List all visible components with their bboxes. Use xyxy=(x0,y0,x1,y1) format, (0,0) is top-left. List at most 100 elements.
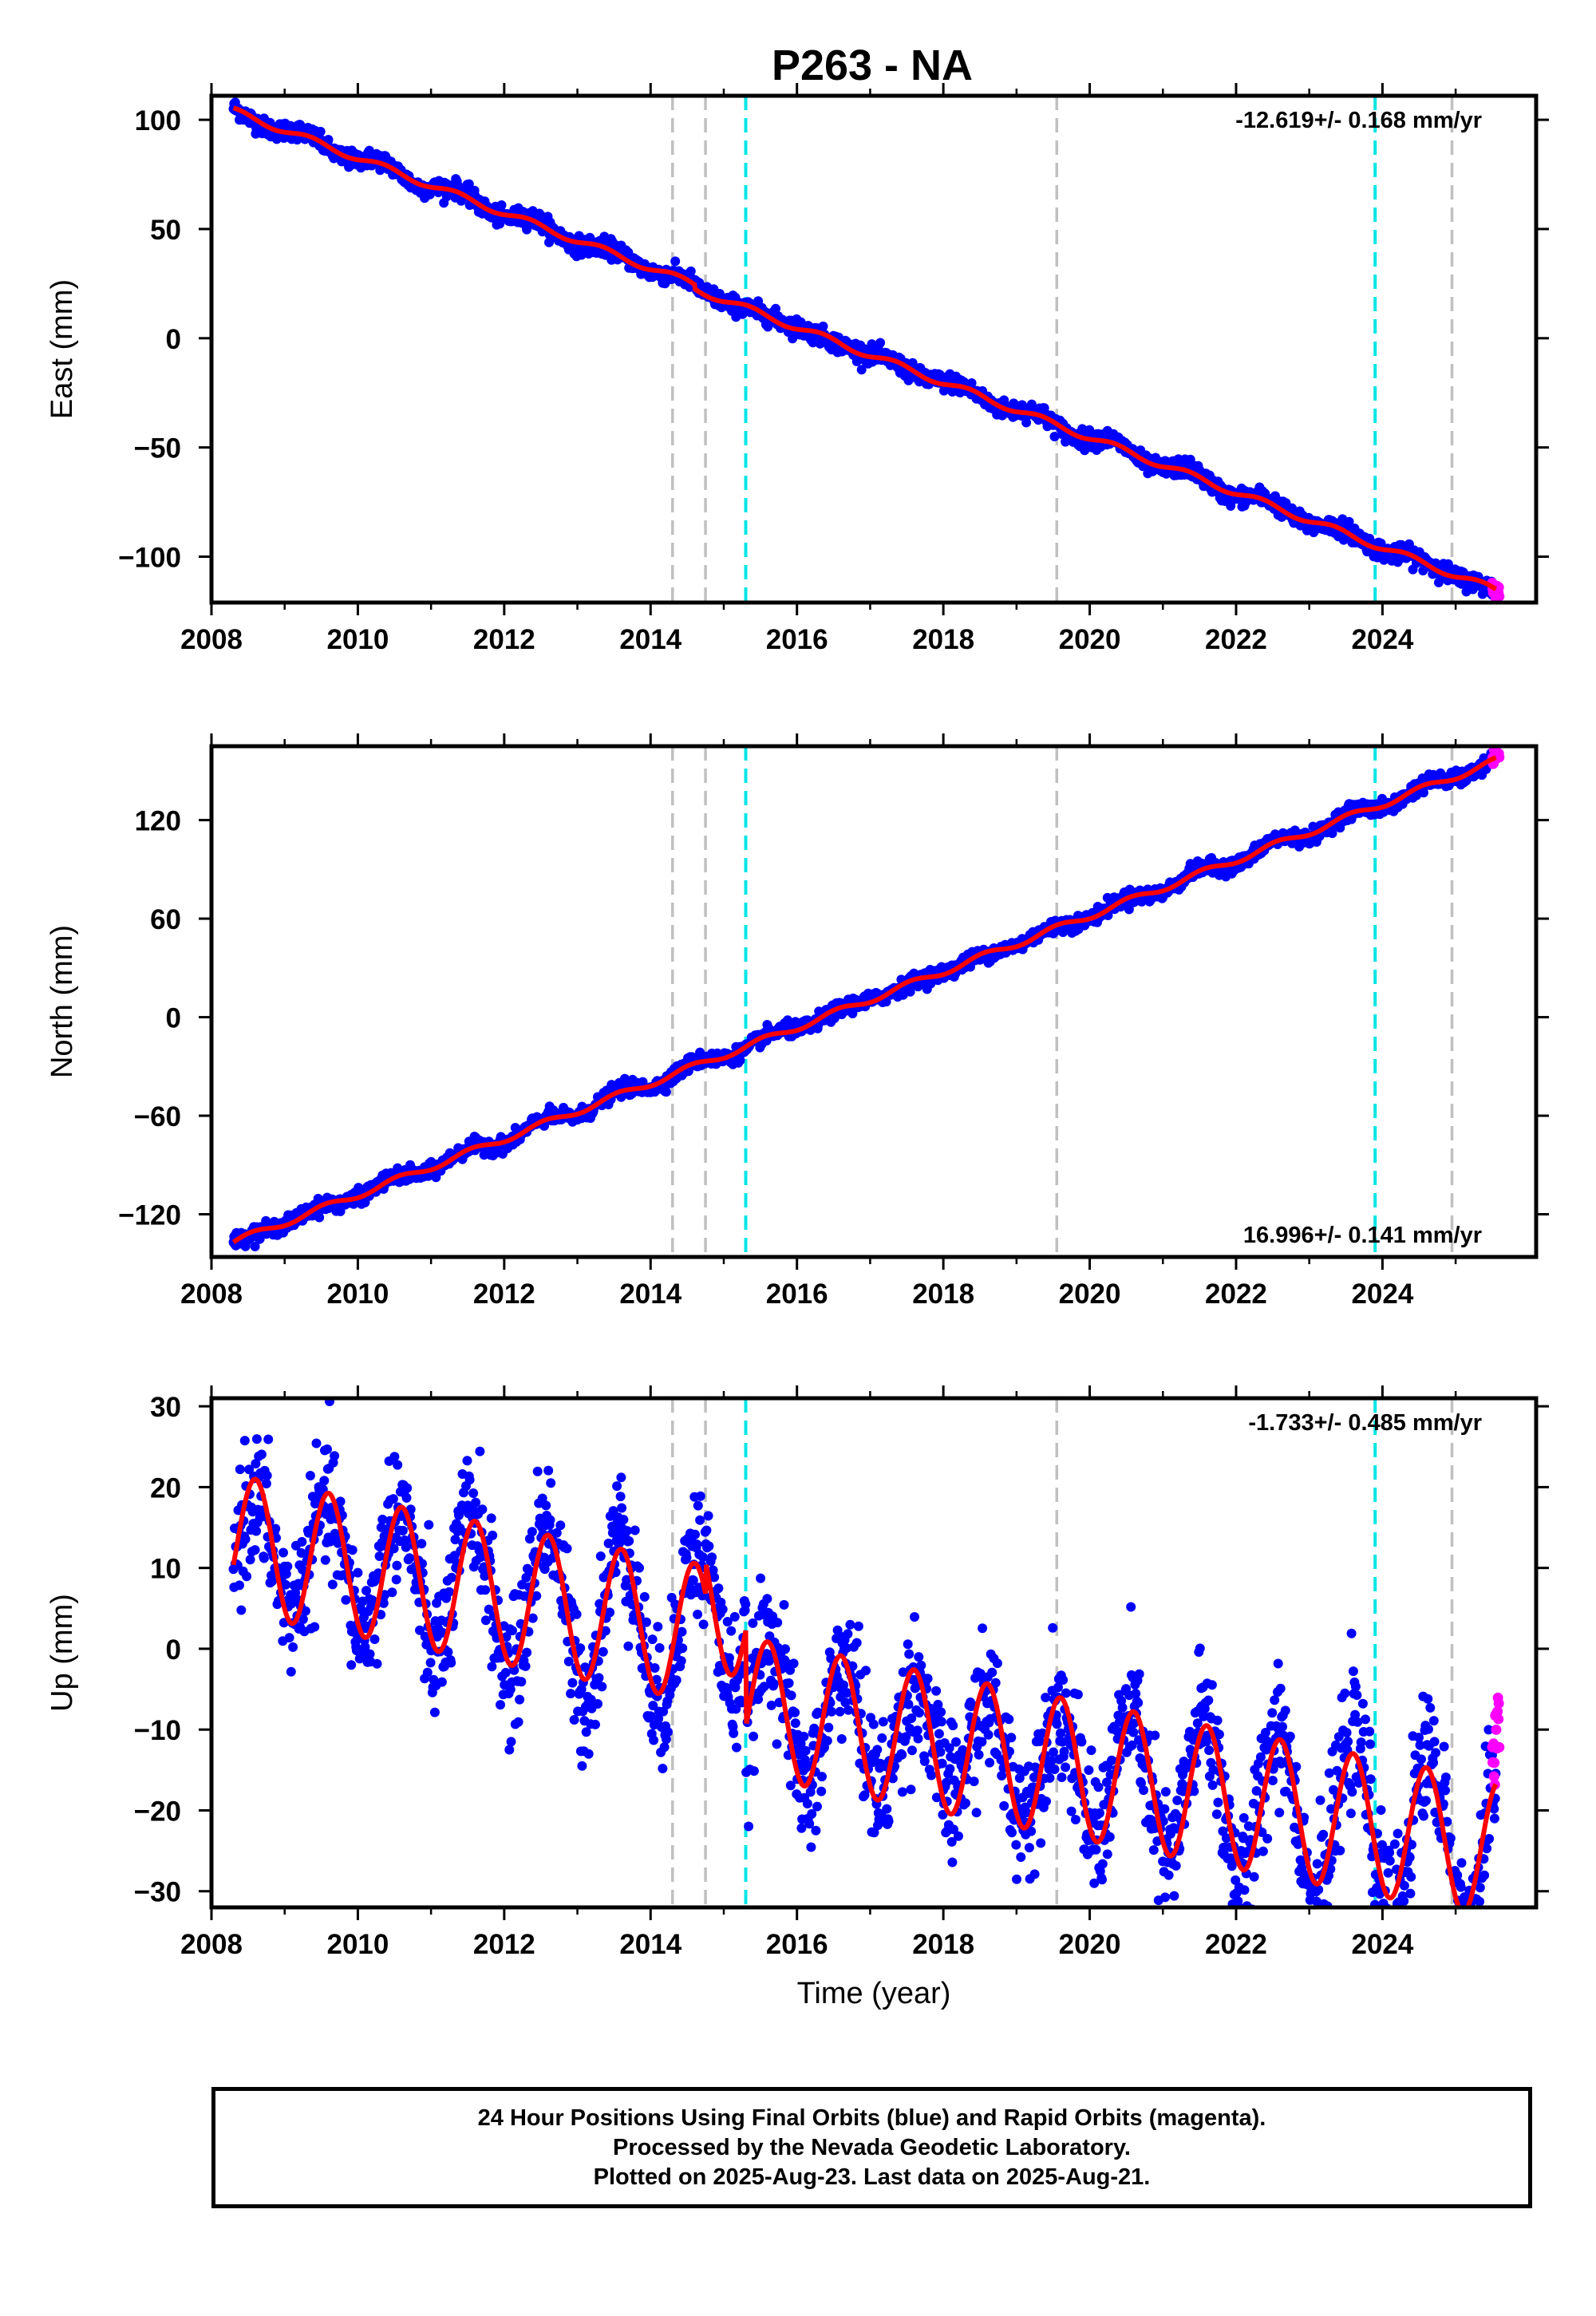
final-orbit-point xyxy=(401,1542,411,1552)
final-orbit-point xyxy=(286,1666,296,1677)
final-orbit-point xyxy=(966,378,977,388)
final-orbit-point xyxy=(361,1586,371,1596)
final-orbit-point xyxy=(267,1576,277,1587)
final-orbit-point xyxy=(532,1466,543,1476)
final-orbit-point xyxy=(661,1087,671,1097)
final-orbit-point xyxy=(250,1241,260,1251)
up-points xyxy=(228,1398,1505,1907)
y-tick-label: 50 xyxy=(150,215,181,246)
final-orbit-point xyxy=(297,1536,307,1547)
final-orbit-point xyxy=(314,1212,325,1223)
final-orbit-point xyxy=(288,1642,298,1652)
final-orbit-point xyxy=(279,1547,288,1558)
final-orbit-point xyxy=(397,1525,408,1535)
x-tick-label: 2018 xyxy=(912,624,974,655)
final-orbit-point xyxy=(575,1643,586,1654)
final-orbit-point xyxy=(284,1633,294,1643)
final-orbit-point xyxy=(1049,432,1060,441)
final-orbit-point xyxy=(240,1534,251,1544)
final-orbit-point xyxy=(462,1456,472,1466)
final-orbit-point xyxy=(259,1553,269,1563)
x-tick-label: 2024 xyxy=(1351,624,1413,655)
final-orbit-point xyxy=(319,1476,330,1486)
final-orbit-point xyxy=(593,1699,602,1709)
final-orbit-point xyxy=(444,1587,454,1597)
final-orbit-point xyxy=(544,237,554,247)
final-orbit-point xyxy=(771,303,780,314)
y-tick-label: −120 xyxy=(118,1199,181,1231)
final-orbit-point xyxy=(594,1673,604,1683)
north-y-axis-label: North (mm) xyxy=(45,925,79,1078)
final-orbit-point xyxy=(347,1545,358,1555)
final-orbit-point xyxy=(327,1579,338,1590)
east-model-fit-line xyxy=(232,105,1498,591)
final-orbit-point xyxy=(486,1513,496,1524)
final-orbit-point xyxy=(591,1719,600,1729)
y-tick-label: 60 xyxy=(150,904,181,935)
final-orbit-point xyxy=(391,1575,401,1585)
final-orbit-point xyxy=(315,126,326,136)
y-tick-label: 0 xyxy=(166,324,181,355)
x-tick-label: 2012 xyxy=(473,1279,535,1310)
y-tick-label: 120 xyxy=(135,806,181,837)
final-orbit-point xyxy=(388,1494,398,1504)
final-orbit-point xyxy=(282,1561,293,1571)
final-orbit-point xyxy=(506,1737,516,1747)
final-orbit-point xyxy=(1344,516,1354,527)
final-orbit-point xyxy=(341,1595,351,1605)
final-orbit-point xyxy=(527,1527,537,1537)
final-orbit-point xyxy=(447,1572,456,1583)
final-orbit-point xyxy=(569,1715,579,1725)
final-orbit-point xyxy=(504,1745,515,1755)
final-orbit-point xyxy=(566,1689,576,1699)
final-orbit-point xyxy=(818,321,828,331)
final-orbit-point xyxy=(541,1500,551,1511)
y-tick-label: −100 xyxy=(118,543,181,574)
east-velocity-annotation: -12.619+/- 0.168 mm/yr xyxy=(1235,108,1482,133)
x-tick-label: 2016 xyxy=(766,624,828,655)
final-orbit-point xyxy=(346,1660,357,1670)
final-orbit-point xyxy=(500,1667,511,1678)
final-orbit-point xyxy=(670,256,681,267)
final-orbit-point xyxy=(425,1658,436,1668)
final-orbit-point xyxy=(305,1471,315,1480)
x-tick-label: 2024 xyxy=(1351,1279,1413,1310)
y-tick-label: −50 xyxy=(134,433,181,464)
x-tick-label: 2020 xyxy=(1059,1279,1121,1310)
final-orbit-point xyxy=(250,1545,260,1555)
panel-east: 2008 2010 2012 2014 2016 2018 2020 2022 20241005… xyxy=(45,83,1549,655)
final-orbit-point xyxy=(856,365,867,375)
x-tick-label: 2020 xyxy=(1059,624,1121,655)
final-orbit-point xyxy=(468,1488,479,1498)
final-orbit-point xyxy=(310,1622,320,1632)
final-orbit-point xyxy=(437,1677,447,1687)
final-orbit-point xyxy=(685,266,696,276)
y-tick-label: 0 xyxy=(166,1003,181,1034)
final-orbit-point xyxy=(401,1492,412,1503)
final-orbit-point xyxy=(567,1678,578,1688)
final-orbit-point xyxy=(446,1658,456,1668)
final-orbit-point xyxy=(546,1478,556,1488)
final-orbit-point xyxy=(239,1436,250,1446)
final-orbit-point xyxy=(555,1520,566,1531)
x-tick-label: 2014 xyxy=(619,1279,681,1310)
x-tick-label: 2012 xyxy=(473,624,535,655)
y-tick-label: −60 xyxy=(134,1101,181,1132)
y-tick-label: 100 xyxy=(135,105,181,136)
final-orbit-point xyxy=(875,338,886,348)
final-orbit-point xyxy=(516,1677,527,1687)
figure-title: P263 - NA xyxy=(772,41,973,89)
final-orbit-point xyxy=(322,1444,332,1454)
east-y-axis-label: East (mm) xyxy=(45,279,79,419)
final-orbit-point xyxy=(262,1470,272,1480)
final-orbit-point xyxy=(480,1585,491,1595)
final-orbit-point xyxy=(571,1609,582,1619)
final-orbit-point xyxy=(369,1634,380,1644)
north-velocity-annotation: 16.996+/- 0.141 mm/yr xyxy=(1243,1223,1482,1248)
final-orbit-point xyxy=(577,1761,587,1771)
rapid-orbit-point xyxy=(1493,582,1504,593)
final-orbit-point xyxy=(330,1451,340,1461)
final-orbit-point xyxy=(488,1530,498,1540)
final-orbit-point xyxy=(323,135,334,144)
